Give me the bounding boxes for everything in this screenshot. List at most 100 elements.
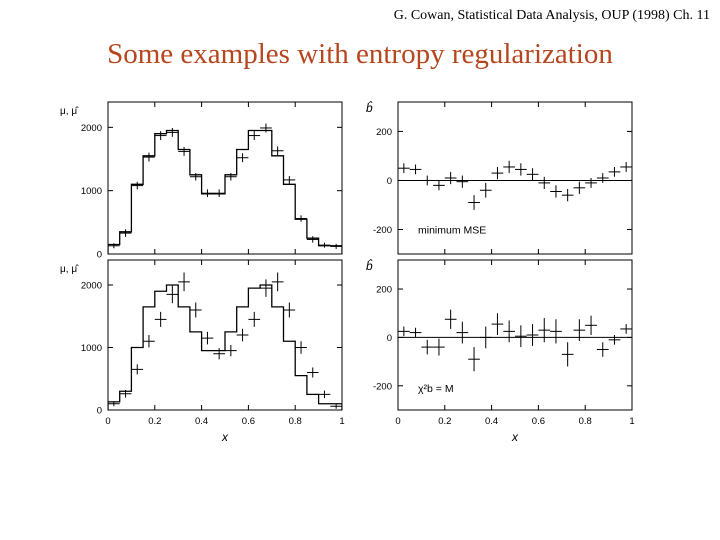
data-point	[260, 279, 272, 297]
data-point	[306, 367, 319, 378]
data-point	[409, 327, 422, 338]
x-tick-label: 0.8	[289, 416, 302, 427]
data-point	[596, 173, 609, 183]
data-point	[166, 127, 179, 137]
y-tick-label: 0	[97, 250, 102, 261]
data-point	[154, 311, 167, 327]
x-tick-label: 0.2	[438, 416, 451, 427]
data-point	[596, 342, 609, 357]
data-point	[108, 243, 120, 249]
data-point	[608, 166, 621, 177]
data-point	[444, 309, 457, 329]
data-point	[236, 328, 249, 342]
y-tick-label: 0	[387, 333, 392, 344]
data-point	[330, 403, 342, 409]
data-point	[213, 348, 225, 360]
data-point	[491, 313, 504, 335]
y-tick-label: 200	[376, 285, 392, 296]
y-axis-label: b̂	[366, 100, 373, 115]
data-point	[421, 339, 434, 355]
data-point	[550, 185, 562, 198]
x-tick-label: 0.4	[195, 416, 208, 427]
data-point	[468, 347, 480, 372]
data-point	[515, 325, 527, 348]
data-point	[108, 401, 120, 407]
data-point	[189, 302, 202, 318]
data-point	[409, 164, 422, 175]
chart-frame	[107, 101, 343, 255]
data-point	[260, 123, 272, 133]
data-point	[608, 335, 621, 345]
data-point	[550, 319, 562, 344]
x-tick-label: 1	[629, 416, 634, 427]
data-point	[456, 321, 469, 344]
data-point	[143, 335, 155, 348]
data-point	[283, 176, 296, 184]
y-tick-label: -200	[373, 381, 392, 392]
data-point	[468, 195, 480, 210]
data-point	[433, 338, 445, 356]
chart-bottom-right-marks	[398, 309, 632, 372]
chart-annotation: minimum MSE	[418, 224, 486, 236]
chart-bottom-left-marks	[108, 272, 342, 410]
x-tick-label: 0.2	[148, 416, 161, 427]
data-point	[561, 342, 574, 367]
x-tick-label: 0	[395, 416, 400, 427]
data-point	[271, 146, 284, 156]
x-tick-label: 0.8	[579, 416, 592, 427]
data-point	[189, 172, 202, 181]
x-axis-label: x	[221, 430, 229, 444]
data-point	[271, 272, 284, 292]
data-point	[620, 162, 632, 172]
data-point	[398, 326, 410, 337]
data-point	[573, 319, 586, 342]
data-point	[154, 131, 167, 140]
data-point	[620, 324, 632, 334]
data-point	[433, 180, 445, 191]
data-point	[503, 160, 515, 174]
data-point	[225, 345, 237, 357]
y-tick-label: 2000	[81, 281, 102, 292]
data-point	[248, 311, 261, 327]
data-point	[178, 146, 190, 156]
data-point	[143, 152, 155, 162]
chart-frame	[397, 259, 633, 411]
histogram-series	[108, 129, 342, 254]
data-point	[585, 178, 597, 188]
data-point	[201, 331, 214, 345]
data-point	[479, 182, 492, 198]
data-point	[178, 272, 190, 292]
data-point	[421, 175, 434, 186]
chart-top-right-marks	[398, 160, 632, 210]
data-point	[119, 390, 132, 398]
data-point	[526, 168, 539, 181]
data-point	[573, 181, 586, 194]
x-tick-label: 0.6	[242, 416, 255, 427]
data-point	[131, 364, 144, 375]
chart-frame	[107, 259, 343, 411]
y-tick-label: 1000	[81, 186, 102, 197]
x-tick-label: 0.6	[532, 416, 545, 427]
data-point	[318, 242, 331, 248]
data-point	[479, 326, 492, 349]
data-point	[201, 189, 214, 197]
x-tick-label: 1	[339, 416, 344, 427]
y-axis-label: μ, μ̂	[60, 263, 79, 275]
data-point	[398, 163, 410, 174]
y-tick-label: 1000	[81, 343, 102, 354]
data-point	[491, 166, 504, 180]
citation-header: G. Cowan, Statistical Data Analysis, OUP…	[393, 8, 710, 23]
data-point	[248, 131, 261, 140]
data-point	[295, 341, 307, 354]
data-point	[444, 171, 457, 185]
data-point	[538, 318, 551, 343]
y-tick-label: 0	[97, 406, 102, 417]
data-point	[295, 215, 307, 222]
data-point	[538, 176, 551, 190]
y-tick-label: -200	[373, 225, 392, 236]
data-point	[213, 189, 225, 197]
x-tick-label: 0	[105, 416, 110, 427]
x-tick-label: 0.4	[485, 416, 498, 427]
histogram-series	[108, 284, 342, 410]
